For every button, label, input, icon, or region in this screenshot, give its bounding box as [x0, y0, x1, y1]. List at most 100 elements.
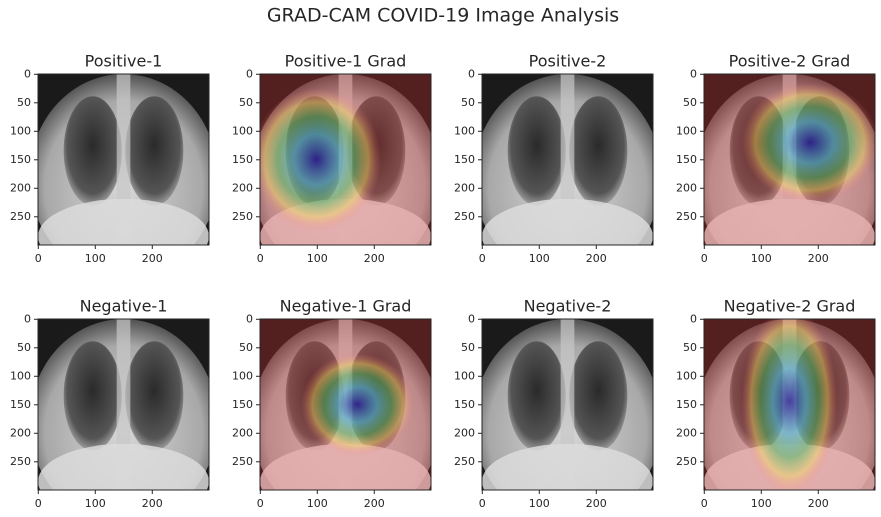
y-tick-label: 250: [232, 210, 253, 223]
x-tick-label: 100: [751, 252, 772, 265]
subplot: Positive-2 Grad 0 100 200 0 50 100 150 200 250: [676, 52, 876, 265]
x-tick-label: 100: [529, 252, 550, 265]
y-tick-label: 0: [24, 312, 31, 325]
y-tick-label: 50: [683, 341, 697, 354]
x-tick-label: 0: [479, 252, 486, 265]
y-tick-label: 0: [468, 67, 475, 80]
subplot: Negative-1 Grad 0 100 200 0 50 100 150 200 250: [232, 297, 432, 510]
y-tick-label: 50: [461, 341, 475, 354]
y-tick-label: 150: [676, 153, 697, 166]
y-tick-label: 100: [454, 369, 475, 382]
y-tick-label: 0: [24, 67, 31, 80]
x-tick-label: 0: [35, 497, 42, 510]
y-tick-label: 200: [10, 181, 31, 194]
x-tick-label: 0: [35, 252, 42, 265]
right-lung: [569, 96, 628, 206]
heatmap-hotspot: [301, 353, 414, 456]
xray-image: [704, 319, 875, 490]
y-tick-label: 0: [246, 312, 253, 325]
x-tick-label: 200: [808, 252, 829, 265]
subplot: Positive-1 Grad 0 100 200 0 50 100 150 200 250: [232, 52, 432, 265]
x-tick-label: 0: [257, 497, 264, 510]
heatmap-hotspot: [741, 82, 875, 203]
diaphragm: [38, 443, 209, 490]
y-tick-label: 100: [676, 369, 697, 382]
x-tick-label: 100: [751, 497, 772, 510]
x-tick-label: 100: [529, 497, 550, 510]
xray-image: [260, 74, 431, 245]
y-tick-label: 50: [17, 96, 31, 109]
y-tick-label: 200: [232, 181, 253, 194]
y-tick-label: 0: [468, 312, 475, 325]
x-tick-label: 100: [307, 497, 328, 510]
y-tick-label: 200: [676, 181, 697, 194]
y-tick-label: 250: [676, 210, 697, 223]
subplot: Negative-1 0 100 200 0 50 100 150 200 250: [10, 297, 210, 510]
right-lung: [569, 341, 628, 451]
subplot-title: Negative-2: [524, 297, 612, 316]
subplot-title: Positive-1 Grad: [285, 52, 407, 71]
y-tick-label: 250: [454, 210, 475, 223]
right-lung: [125, 341, 184, 451]
left-lung: [507, 96, 566, 206]
x-tick-label: 100: [85, 252, 106, 265]
y-tick-label: 0: [690, 312, 697, 325]
heatmap-hotspot: [260, 87, 382, 232]
y-tick-label: 150: [10, 153, 31, 166]
x-tick-label: 200: [142, 252, 163, 265]
y-tick-label: 100: [10, 369, 31, 382]
y-tick-label: 100: [676, 124, 697, 137]
x-tick-label: 0: [257, 252, 264, 265]
y-tick-label: 150: [10, 398, 31, 411]
x-tick-label: 0: [701, 252, 708, 265]
subplot: Positive-2 0 100 200 0 50 100 150 200 250: [454, 52, 654, 265]
left-lung: [507, 341, 566, 451]
y-tick-label: 100: [454, 124, 475, 137]
subplot-title: Positive-1: [85, 52, 163, 71]
y-tick-label: 0: [690, 67, 697, 80]
xray-image: [482, 74, 653, 245]
y-tick-label: 200: [232, 426, 253, 439]
x-tick-label: 100: [85, 497, 106, 510]
diaphragm: [38, 198, 209, 245]
x-tick-label: 200: [808, 497, 829, 510]
y-tick-label: 250: [232, 455, 253, 468]
x-tick-label: 200: [586, 252, 607, 265]
y-tick-label: 200: [676, 426, 697, 439]
left-lung: [63, 96, 122, 206]
y-tick-label: 250: [454, 455, 475, 468]
x-tick-label: 0: [701, 497, 708, 510]
y-tick-label: 200: [454, 181, 475, 194]
y-tick-label: 250: [676, 455, 697, 468]
xray-image: [38, 74, 209, 245]
subplot: Positive-1 0 100 200 0 50 100 150 200 250: [10, 52, 210, 265]
y-tick-label: 100: [232, 124, 253, 137]
y-tick-label: 50: [461, 96, 475, 109]
diaphragm: [704, 198, 875, 245]
y-tick-label: 200: [10, 426, 31, 439]
y-tick-label: 150: [232, 153, 253, 166]
y-tick-label: 100: [232, 369, 253, 382]
y-tick-label: 250: [10, 210, 31, 223]
figure-title: GRAD-CAM COVID-19 Image Analysis: [267, 5, 619, 27]
y-tick-label: 50: [683, 96, 697, 109]
subplot: Negative-2 Grad 0 100 200 0 50 100 150 200 250: [676, 297, 876, 510]
x-tick-label: 200: [364, 252, 385, 265]
subplot-title: Negative-2 Grad: [724, 297, 856, 316]
diaphragm: [482, 443, 653, 490]
subplot-title: Positive-2 Grad: [729, 52, 851, 71]
xray-image: [38, 319, 209, 490]
x-tick-label: 200: [586, 497, 607, 510]
y-tick-label: 150: [676, 398, 697, 411]
y-tick-label: 0: [246, 67, 253, 80]
diaphragm: [482, 198, 653, 245]
subplot-title: Negative-1: [80, 297, 168, 316]
x-tick-label: 0: [479, 497, 486, 510]
y-tick-label: 150: [232, 398, 253, 411]
right-lung: [125, 96, 184, 206]
y-tick-label: 50: [239, 96, 253, 109]
x-tick-label: 100: [307, 252, 328, 265]
y-tick-label: 150: [454, 398, 475, 411]
